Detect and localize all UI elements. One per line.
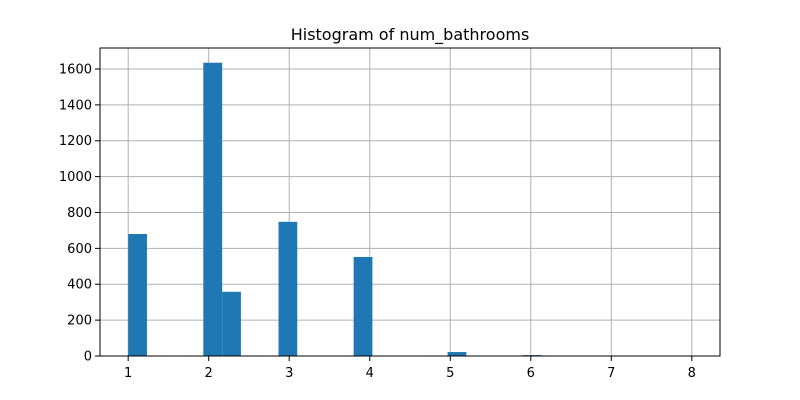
y-axis: 0 200 400 600 800 1000 1200 1400 1600: [59, 62, 100, 365]
histogram-bar: [203, 62, 223, 356]
y-tick-label: 200: [67, 314, 92, 329]
x-tick-label: 7: [607, 366, 615, 381]
y-tick-label: 800: [67, 206, 92, 221]
x-axis: 1 2 3 4 5 6 7 8: [124, 356, 696, 381]
x-tick-label: 8: [688, 366, 696, 381]
y-tick-label: 1000: [59, 170, 92, 185]
y-tick-label: 0: [84, 350, 92, 365]
y-tick-label: 1400: [59, 98, 92, 113]
y-tick-label: 1600: [59, 62, 92, 77]
grid-layer: [100, 48, 720, 357]
histogram-bar: [222, 291, 241, 356]
chart-title: Histogram of num_bathrooms: [291, 25, 530, 45]
x-tick-label: 1: [124, 366, 132, 381]
histogram-bar: [128, 234, 147, 356]
x-tick-label: 4: [366, 366, 374, 381]
x-tick-label: 5: [446, 366, 454, 381]
x-tick-label: 3: [285, 366, 293, 381]
plot-frame: [99, 47, 721, 357]
y-tick-label: 400: [67, 278, 92, 293]
x-tick-label: 2: [205, 366, 213, 381]
histogram-bar: [447, 352, 467, 356]
histogram-bar: [353, 256, 373, 356]
bar-layer: [128, 62, 695, 356]
y-tick-label: 1200: [59, 134, 92, 149]
x-tick-label: 6: [527, 366, 535, 381]
histogram-bar: [278, 221, 298, 356]
y-tick-label: 600: [67, 242, 92, 257]
